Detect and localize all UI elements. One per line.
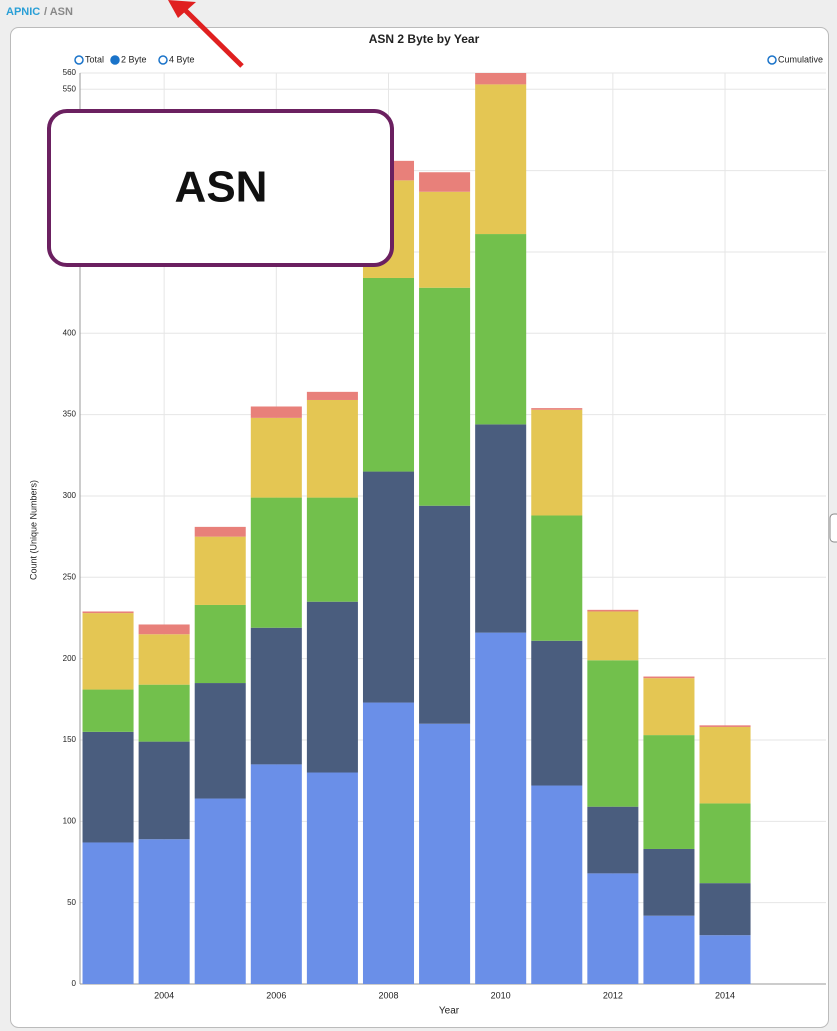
bar-segment [419,723,471,984]
bar-segment [475,234,527,425]
bar-segment [250,406,302,418]
radio[interactable] [74,55,84,65]
radio-label[interactable]: 4 Byte [169,54,195,64]
y-axis-label: Count (Unique Numbers) [28,480,38,580]
bar-segment [419,191,471,288]
bar-segment [531,408,583,410]
bar-segment [306,399,358,498]
callout-box [47,109,394,267]
bar-segment [306,772,358,984]
bar-segment [643,678,695,736]
bar-segment [194,683,246,799]
chart-title: ASN 2 Byte by Year [369,32,480,46]
bar-segment [362,471,415,703]
y-tick-label: 50 [67,898,76,907]
bar-segment [138,684,190,742]
toggle[interactable] [767,55,777,65]
bar-segment [531,409,583,516]
breadcrumb-link[interactable]: APNIC [6,6,40,18]
bar-segment [306,601,358,773]
bar-segment [82,611,134,614]
y-tick-label: 300 [63,491,77,500]
bar-segment [250,417,302,498]
bar-segment [643,848,695,916]
bar-segment [419,505,471,724]
legend-handle[interactable] [829,513,837,543]
bar-segment [699,725,751,727]
bar-segment [587,609,639,612]
bar-segment [82,689,134,732]
red-arrow [168,0,244,68]
bar-segment [194,604,246,684]
bar-segment [587,660,639,807]
controls: Total 2 Byte 4 Byte Cumulative [74,54,823,65]
x-tick-label: 2012 [603,990,623,1000]
breadcrumb-current: / ASN [44,6,73,18]
bar-segment [475,84,527,235]
bar-segment [643,676,695,679]
toggle-label[interactable]: Cumulative [778,54,823,64]
y-tick-label: 400 [63,328,77,337]
radio[interactable] [158,55,168,65]
callout-text: ASN [175,163,268,212]
bar-segment [82,842,134,984]
plot: 0501001502002503003504004505005505602004… [63,68,826,1000]
bar-segment [643,915,695,984]
bar-segment [194,526,246,537]
bar-segment [138,741,190,840]
bar-segment [362,702,415,984]
x-tick-label: 2008 [378,990,398,1000]
radio[interactable] [110,55,120,65]
y-tick-label: 150 [63,735,77,744]
bar-segment [699,883,751,936]
bar-segment [194,536,246,605]
bar-segment [475,73,527,85]
bar-segment [82,731,134,843]
bar-segment [587,611,639,661]
bar-segment [250,764,302,984]
x-tick-label: 2006 [266,990,286,1000]
bar-segment [531,515,583,641]
bar-segment [138,624,190,635]
bar-segment [419,287,471,506]
x-axis-label: Year [439,1006,460,1017]
y-tick-label: 0 [72,979,77,988]
bar-segment [475,632,527,984]
y-tick-label: 200 [63,654,77,663]
bar-segment [699,726,751,804]
bar-segment [587,806,639,874]
radio-label[interactable]: 2 Byte [121,54,147,64]
bar-segment [82,613,134,690]
bar-segment [531,640,583,786]
y-tick-label: 350 [63,410,77,419]
bar-segment [643,735,695,849]
bar-segment [587,873,639,984]
x-tick-label: 2014 [715,990,735,1000]
bar-segment [419,172,471,192]
bar-segment [250,627,302,765]
x-tick-label: 2004 [154,990,174,1000]
bar-segment [138,634,190,685]
y-tick-label: 560 [63,68,77,77]
bar-segment [306,497,358,602]
bar-segment [531,785,583,984]
bar-segment [475,424,527,633]
y-tick-label: 550 [63,84,77,93]
x-tick-label: 2010 [491,990,511,1000]
bar-segment [362,277,415,472]
y-tick-label: 100 [63,816,77,825]
bar-segment [250,497,302,628]
bar-segment [306,391,358,400]
bar-segment [194,798,246,984]
y-tick-label: 250 [63,572,77,581]
radio-label[interactable]: Total [85,54,104,64]
bar-segment [699,935,751,984]
bar-segment [138,839,190,984]
bar-segment [699,803,751,884]
